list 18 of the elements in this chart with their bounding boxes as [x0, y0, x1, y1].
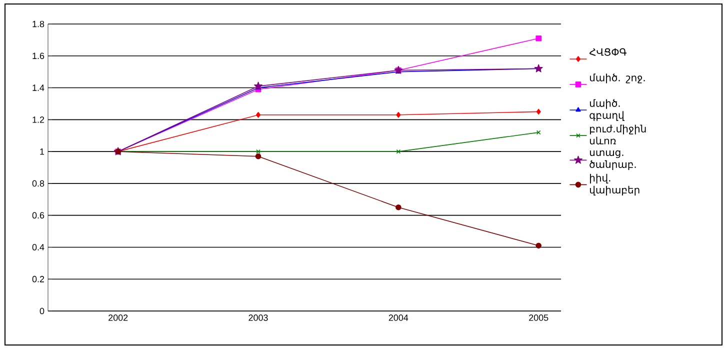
x-tick-label: 2004	[388, 314, 408, 321]
legend-label: ստաց. ծանրաբ.	[590, 150, 636, 170]
y-tick-label: 1.6	[32, 52, 44, 60]
y-tick-label: 1.4	[32, 84, 44, 91]
y-tick-label: 0.4	[32, 244, 44, 250]
y-tick-label: 0.8	[32, 180, 44, 187]
y-tick-label: 1.2	[32, 116, 44, 123]
legend-label: իիվ. վաիաբեր	[590, 174, 640, 196]
legend-label: մաիծ. շոջ.	[590, 74, 645, 84]
legend-label: ՀՎՑՓԳ	[589, 48, 627, 56]
x-tick-label: 2002	[108, 314, 128, 321]
x-tick-label: 2005	[529, 314, 548, 321]
y-tick-label: 0.6	[32, 212, 44, 219]
y-tick-label: 0.2	[32, 276, 44, 282]
y-tick-label: 1	[40, 148, 44, 155]
y-tick-label: 1.8	[32, 20, 44, 28]
x-tick-label: 2003	[248, 314, 268, 321]
y-tick-label: 0	[40, 308, 44, 314]
